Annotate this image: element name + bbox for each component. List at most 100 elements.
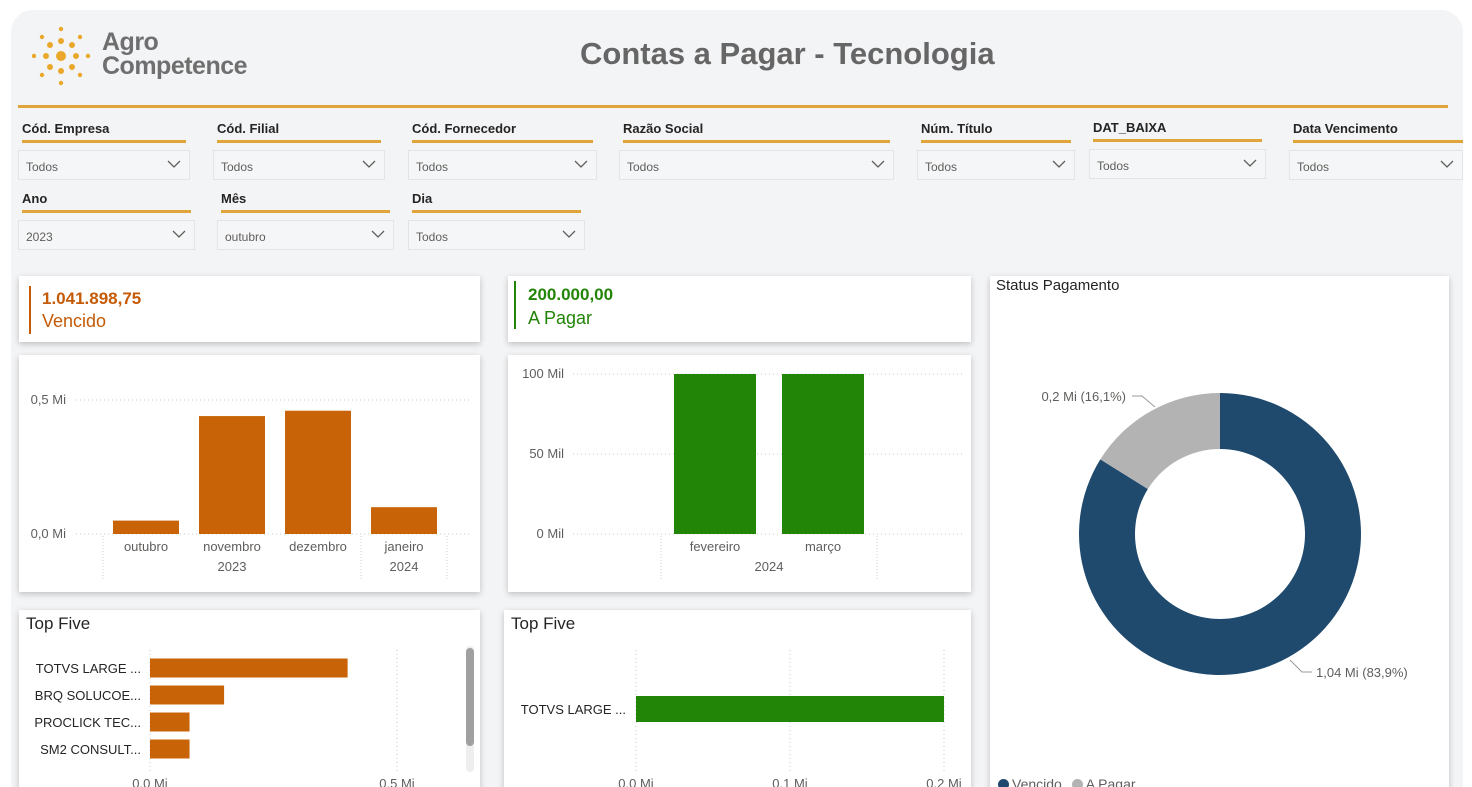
filter-underline xyxy=(1093,139,1262,142)
filter-underline xyxy=(217,140,381,143)
filter-dropdown[interactable]: Todos xyxy=(213,150,385,180)
kpi-card-vencido[interactable]: 1.041.898,75 Vencido xyxy=(19,276,480,342)
filter-dropdown[interactable]: Todos xyxy=(408,220,585,250)
category-label: TOTVS LARGE ... xyxy=(36,661,141,676)
column-bar xyxy=(285,410,351,534)
donut-slice xyxy=(1100,393,1220,490)
category-label: BRQ SOLUCOE... xyxy=(35,688,141,703)
filter-dropdown[interactable]: Todos xyxy=(408,150,597,180)
filter-value: Todos xyxy=(627,160,660,174)
top-five-a-pagar-bar-chart[interactable]: 0,0 Mi 0,1 Mi 0,2 Mi TOTVS LARGE ... xyxy=(504,610,971,787)
filter-dropdown[interactable]: Todos xyxy=(1289,150,1463,180)
filter-value: Todos xyxy=(925,160,958,174)
chevron-down-icon xyxy=(362,160,376,168)
header-divider xyxy=(18,105,1448,108)
filter-value: 2023 xyxy=(26,230,53,244)
filter-dropdown[interactable]: outubro xyxy=(217,220,394,250)
chevron-down-icon xyxy=(871,160,885,168)
filter-ano[interactable]: Ano 2023 xyxy=(18,191,195,251)
filter-underline xyxy=(412,140,593,143)
chart-card-status-pagamento[interactable]: Status Pagamento 1,04 Mi (83,9%) 0,2 Mi (… xyxy=(990,276,1449,787)
filter-dropdown[interactable]: 2023 xyxy=(18,220,195,250)
x-tick-label: outubro xyxy=(124,539,168,554)
kpi-label: Vencido xyxy=(42,311,107,331)
label-leader-line xyxy=(1132,395,1156,408)
filter-cod-empresa[interactable]: Cód. Empresa Todos xyxy=(18,121,190,181)
x-group-label: 2023 xyxy=(218,559,247,574)
filter-label: Data Vencimento xyxy=(1293,121,1398,136)
filter-underline xyxy=(22,210,191,213)
filter-data-vencimento[interactable]: Data Vencimento Todos xyxy=(1289,121,1463,181)
kpi-value: 200.000,00 xyxy=(528,285,614,304)
filter-dropdown[interactable]: Todos xyxy=(619,150,894,180)
filter-dropdown[interactable]: Todos xyxy=(18,150,190,180)
data-label: 1,04 Mi (83,9%) xyxy=(1316,665,1408,680)
chart-card-vencido-by-month[interactable]: 0,0 Mi 0,5 Mi outubro novembro dezembro janei… xyxy=(19,355,480,592)
horizontal-bar xyxy=(150,658,348,678)
filter-dropdown[interactable]: Todos xyxy=(1089,149,1266,179)
data-label: 0,2 Mi (16,1%) xyxy=(1041,389,1126,404)
filter-dia[interactable]: Dia Todos xyxy=(408,191,585,251)
x-tick-label: 0,1 Mi xyxy=(772,776,808,787)
y-tick-label: 50 Mil xyxy=(529,446,564,461)
chevron-down-icon xyxy=(167,160,181,168)
filter-label: Ano xyxy=(22,191,48,206)
horizontal-bar xyxy=(150,685,225,705)
kpi-label: A Pagar xyxy=(528,308,593,328)
chevron-down-icon xyxy=(562,230,576,238)
filter-value: Todos xyxy=(416,160,449,174)
page-title: Contas a Pagar - Tecnologia xyxy=(580,36,995,71)
scrollbar-thumb[interactable] xyxy=(466,648,474,746)
status-legend: Vencido A Pagar xyxy=(998,776,1136,787)
category-label: PROCLICK TEC... xyxy=(34,715,141,730)
a-pagar-monthly-column-chart[interactable]: 0 Mil 50 Mil 100 Mil fevereiro março 2024 xyxy=(508,355,971,592)
filter-label: Cód. Fornecedor xyxy=(412,121,517,136)
filter-value: Todos xyxy=(26,160,59,174)
filter-mes[interactable]: Mês outubro xyxy=(217,191,394,251)
logo-line-2: Competence xyxy=(102,52,248,80)
filter-label: Razão Social xyxy=(623,121,704,136)
filter-underline xyxy=(623,140,890,143)
legend-label-vencido: Vencido xyxy=(1012,776,1062,787)
vencido-monthly-column-chart[interactable]: 0,0 Mi 0,5 Mi outubro novembro dezembro janei… xyxy=(19,355,480,592)
filter-cod-fornecedor[interactable]: Cód. Fornecedor Todos xyxy=(408,121,597,181)
chart-card-top-five-vencido[interactable]: Top Five 0,0 Mi 0,5 Mi TOTVS LARGE ... BRQ … xyxy=(19,610,480,787)
panel-title: Top Five xyxy=(511,614,576,633)
logo-sun-icon xyxy=(31,26,91,86)
kpi-card-a-pagar[interactable]: 200.000,00 A Pagar xyxy=(508,276,971,342)
filter-num-titulo[interactable]: Núm. Título Todos xyxy=(917,121,1075,181)
x-tick-label: 0,5 Mi xyxy=(379,776,415,787)
logo-wordmark: Agro Competence xyxy=(102,30,248,80)
agro-competence-logo: Agro Competence xyxy=(28,24,258,88)
category-label: TOTVS LARGE ... xyxy=(521,702,626,717)
x-tick-label: dezembro xyxy=(289,539,347,554)
top-five-vencido-bar-chart[interactable]: 0,0 Mi 0,5 Mi TOTVS LARGE ... BRQ SOLUCOE..… xyxy=(19,610,480,787)
column-bar xyxy=(199,416,265,534)
filter-underline xyxy=(921,140,1071,143)
x-group-label: 2024 xyxy=(390,559,419,574)
x-tick-label: 0,2 Mi xyxy=(926,776,962,787)
chart-card-a-pagar-by-month[interactable]: 0 Mil 50 Mil 100 Mil fevereiro março 2024 xyxy=(508,355,971,592)
filter-cod-filial[interactable]: Cód. Filial Todos xyxy=(213,121,385,181)
y-tick-label: 0,0 Mi xyxy=(31,526,67,541)
label-leader-line xyxy=(1289,659,1312,673)
status-pagamento-donut-chart[interactable]: 1,04 Mi (83,9%) 0,2 Mi (16,1%) xyxy=(990,276,1449,787)
horizontal-bar xyxy=(150,739,190,759)
column-bar xyxy=(674,374,756,534)
chart-card-top-five-a-pagar[interactable]: Top Five 0,0 Mi 0,1 Mi 0,2 Mi TOTVS LARGE .… xyxy=(504,610,971,787)
x-group-label: 2024 xyxy=(755,559,784,574)
filter-razao-social[interactable]: Razão Social Todos xyxy=(619,121,894,181)
top-five-scrollbar[interactable] xyxy=(466,646,474,772)
x-tick-label: 0,0 Mi xyxy=(618,776,654,787)
filter-value: outubro xyxy=(225,230,266,244)
chevron-down-icon xyxy=(574,160,588,168)
filter-value: Todos xyxy=(221,160,254,174)
donut-slice xyxy=(1079,393,1361,675)
filter-label: Núm. Título xyxy=(921,121,993,136)
filter-value: Todos xyxy=(1097,159,1130,173)
filter-dat-baixa[interactable]: DAT_BAIXA Todos xyxy=(1089,120,1266,180)
column-bar xyxy=(371,507,437,534)
y-tick-label: 0 Mil xyxy=(537,526,565,541)
legend-dot-vencido xyxy=(998,779,1009,787)
filter-dropdown[interactable]: Todos xyxy=(917,150,1075,180)
